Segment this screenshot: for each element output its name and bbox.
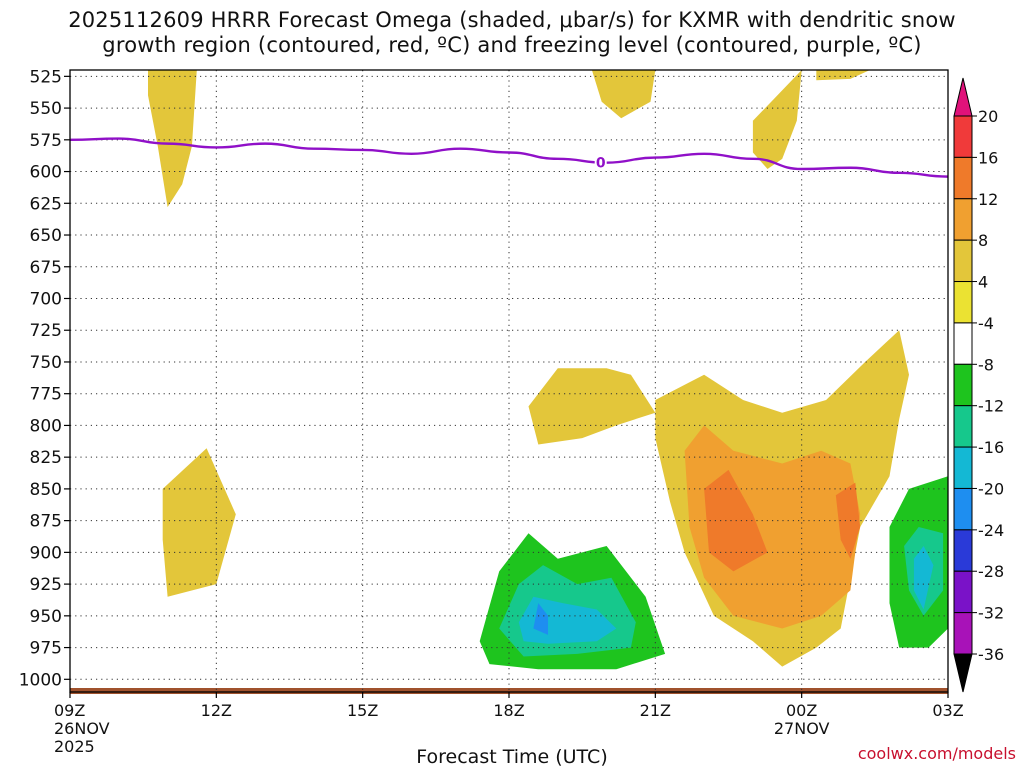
x-tick-label-03Z: 03Z — [932, 701, 963, 720]
omega-region-descent-east-core — [913, 546, 934, 610]
x-tick-sublabel-27NOV: 27NOV — [774, 719, 830, 738]
colorbar-label-16: 16 — [978, 148, 998, 167]
colorbar-level-5 — [953, 281, 973, 324]
omega-region-weak-ascent-upper-right — [752, 70, 802, 169]
omega-region-descent-peak — [533, 603, 548, 635]
ground-strip — [70, 688, 948, 694]
y-tick-label-750: 750 — [30, 353, 62, 373]
omega-shading — [70, 70, 948, 694]
x-tick-label-18Z: 18Z — [493, 701, 524, 720]
colorbar-level-1 — [953, 115, 973, 158]
colorbar-label-8: 8 — [978, 231, 988, 250]
x-tick-label-09Z: 09Z — [54, 701, 85, 720]
y-tick-label-675: 675 — [30, 258, 62, 278]
colorbar-level-11 — [953, 529, 973, 572]
omega-region-weak-ascent-upper-mid — [591, 70, 656, 119]
colorbar-level-3 — [953, 198, 973, 241]
y-tick-label-775: 775 — [30, 385, 62, 405]
colorbar-level-2 — [953, 156, 973, 200]
y-tick-label-1000: 1000 — [19, 670, 62, 690]
y-tick-label-950: 950 — [30, 607, 62, 627]
colorbar-level-4 — [953, 239, 973, 283]
y-tick-label-725: 725 — [30, 321, 62, 341]
freezing-level-label-bg — [594, 153, 607, 170]
omega-region-weak-descent-low-left — [104, 527, 134, 644]
colorbar-label--20: -20 — [978, 479, 1004, 498]
omega-region-weak-ascent-upper-left — [148, 70, 197, 208]
colorbar-level-10 — [953, 487, 973, 531]
y-tick-label-575: 575 — [30, 131, 62, 151]
x-tick-label-21Z: 21Z — [640, 701, 671, 720]
omega-region-weak-ascent-mid — [528, 368, 656, 445]
y-tick-label-875: 875 — [30, 512, 62, 532]
omega-region-strong-ascent-core-east — [835, 482, 861, 559]
x-tick-label-15Z: 15Z — [347, 701, 378, 720]
colorbar-top-arrow — [953, 77, 973, 117]
y-tick-label-900: 900 — [30, 543, 62, 563]
omega-region-weak-ascent-low-left — [162, 448, 236, 597]
colorbar-label-4: 4 — [978, 273, 988, 292]
colorbar-level-13 — [953, 612, 973, 655]
y-tick-label-825: 825 — [30, 448, 62, 468]
colorbar-level-8 — [953, 405, 973, 448]
chart-title-line1: 2025112609 HRRR Forecast Omega (shaded, … — [68, 8, 956, 32]
x-tick-label-00Z: 00Z — [786, 701, 817, 720]
colorbar-label--32: -32 — [978, 604, 1004, 623]
y-tick-label-850: 850 — [30, 480, 62, 500]
colorbar-level-6 — [953, 322, 973, 365]
omega-region-weak-ascent-top-right — [816, 70, 870, 81]
x-axis-label: Forecast Time (UTC) — [416, 746, 608, 768]
colorbar-bottom-arrow — [953, 653, 973, 693]
colorbar: 20 16 12 8 4 -4 -8 -12 -16 -20 -24 -28 -32 -36 — [953, 77, 1004, 693]
y-tick-label-625: 625 — [30, 194, 62, 214]
colorbar-level-9 — [953, 446, 973, 489]
y-tick-label-600: 600 — [30, 163, 62, 183]
y-tick-label-925: 925 — [30, 575, 62, 595]
colorbar-level-7 — [953, 363, 973, 407]
x-tick-sublabel-2025: 2025 — [54, 737, 95, 756]
x-tick-sublabel-26NOV: 26NOV — [54, 719, 110, 738]
colorbar-label-20: 20 — [978, 107, 998, 126]
colorbar-label-12: 12 — [978, 190, 998, 209]
freezing-level-label: 0 — [596, 156, 606, 172]
colorbar-label--4: -4 — [978, 314, 994, 333]
y-tick-label-700: 700 — [30, 289, 62, 309]
y-tick-label-800: 800 — [30, 416, 62, 436]
colorbar-label--24: -24 — [978, 521, 1004, 540]
grid-lines — [69, 70, 949, 692]
y-tick-label-975: 975 — [30, 639, 62, 659]
freezing-level-line — [69, 137, 949, 178]
omega-region-weak-descent-cell-700 — [787, 245, 817, 314]
freezing-level-layer: 0 — [69, 137, 949, 178]
axes: 525 550 575 600 625 650 675 700 725 750 775 800 825 8… — [19, 67, 964, 756]
colorbar-label--36: -36 — [978, 645, 1004, 664]
colorbar-level-12 — [953, 570, 973, 614]
colorbar-label--8: -8 — [978, 355, 994, 374]
y-tick-label-525: 525 — [30, 67, 62, 87]
omega-region-weak-descent-cell-top — [694, 70, 714, 102]
x-tick-label-12Z: 12Z — [201, 701, 232, 720]
colorbar-label--12: -12 — [978, 397, 1004, 416]
chart-title-line2: growth region (contoured, red, ºC) and f… — [102, 33, 922, 57]
y-tick-label-550: 550 — [30, 99, 62, 119]
colorbar-label--28: -28 — [978, 562, 1004, 581]
colorbar-label--16: -16 — [978, 438, 1004, 457]
y-tick-label-650: 650 — [30, 226, 62, 246]
credit-link[interactable]: coolwx.com/models — [857, 744, 1016, 763]
